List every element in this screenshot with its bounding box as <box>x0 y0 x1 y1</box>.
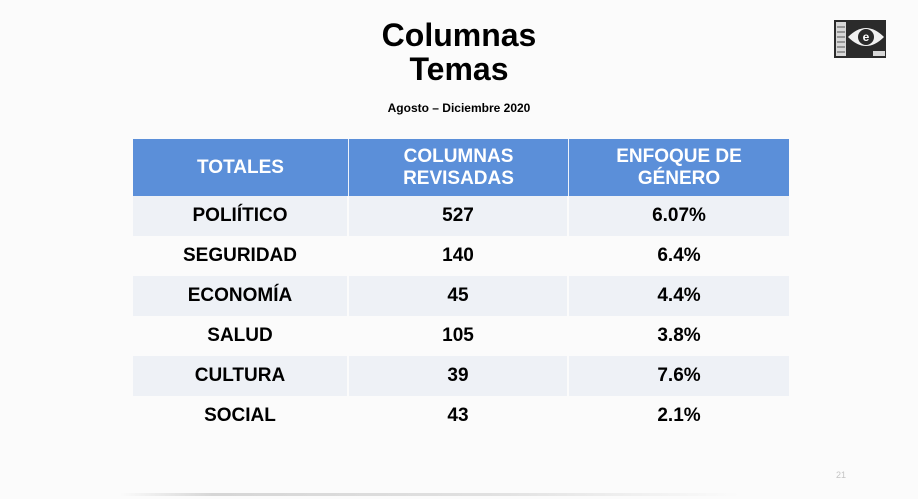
gender-focus-cell: 6.4% <box>569 236 789 276</box>
topic-cell: CULTURA <box>133 356 349 396</box>
topic-cell: POLIÍTICO <box>133 196 349 236</box>
columns-reviewed-cell: 39 <box>349 356 569 396</box>
header-col2-line2: REVISADAS <box>403 167 514 189</box>
header-col2-line1: COLUMNAS <box>403 145 514 167</box>
columns-reviewed-cell: 140 <box>349 236 569 276</box>
gender-focus-cell: 7.6% <box>569 356 789 396</box>
eye-e-logo-icon: e <box>834 20 886 58</box>
table-row: SOCIAL 43 2.1% <box>133 396 789 436</box>
slide-subtitle: Agosto – Diciembre 2020 <box>387 101 531 115</box>
topic-cell: ECONOMÍA <box>133 276 349 316</box>
topic-cell: SALUD <box>133 316 349 356</box>
columns-reviewed-cell: 105 <box>349 316 569 356</box>
table-row: ECONOMÍA 45 4.4% <box>133 276 789 316</box>
slide-title: Columnas Temas <box>0 18 918 86</box>
header-totales: TOTALES <box>133 139 349 196</box>
gender-focus-cell: 3.8% <box>569 316 789 356</box>
title-line-2: Temas <box>409 51 509 87</box>
header-totales-label: TOTALES <box>197 156 284 178</box>
gender-focus-cell: 6.07% <box>569 196 789 236</box>
header-columnas-revisadas: COLUMNAS REVISADAS <box>349 139 569 196</box>
slide-number: 21 <box>836 470 847 480</box>
header-enfoque-genero: ENFOQUE DE GÉNERO <box>569 139 789 196</box>
columns-reviewed-cell: 43 <box>349 396 569 436</box>
header-col3-line2: GÉNERO <box>637 167 721 189</box>
topics-table: TOTALES COLUMNAS REVISADAS ENFOQUE DE GÉ… <box>133 139 789 436</box>
gender-focus-cell: 4.4% <box>569 276 789 316</box>
columns-reviewed-cell: 45 <box>349 276 569 316</box>
bottom-caption-strip <box>120 493 740 496</box>
gender-focus-cell: 2.1% <box>569 396 789 436</box>
table-header-row: TOTALES COLUMNAS REVISADAS ENFOQUE DE GÉ… <box>133 139 789 196</box>
topic-cell: SOCIAL <box>133 396 349 436</box>
topic-cell: SEGURIDAD <box>133 236 349 276</box>
columns-reviewed-cell: 527 <box>349 196 569 236</box>
title-line-1: Columnas <box>381 17 537 53</box>
table-row: CULTURA 39 7.6% <box>133 356 789 396</box>
header-col3-line1: ENFOQUE DE <box>616 145 742 167</box>
svg-text:e: e <box>863 30 870 44</box>
table-row: SALUD 105 3.8% <box>133 316 789 356</box>
table-row: POLIÍTICO 527 6.07% <box>133 196 789 236</box>
table-row: SEGURIDAD 140 6.4% <box>133 236 789 276</box>
